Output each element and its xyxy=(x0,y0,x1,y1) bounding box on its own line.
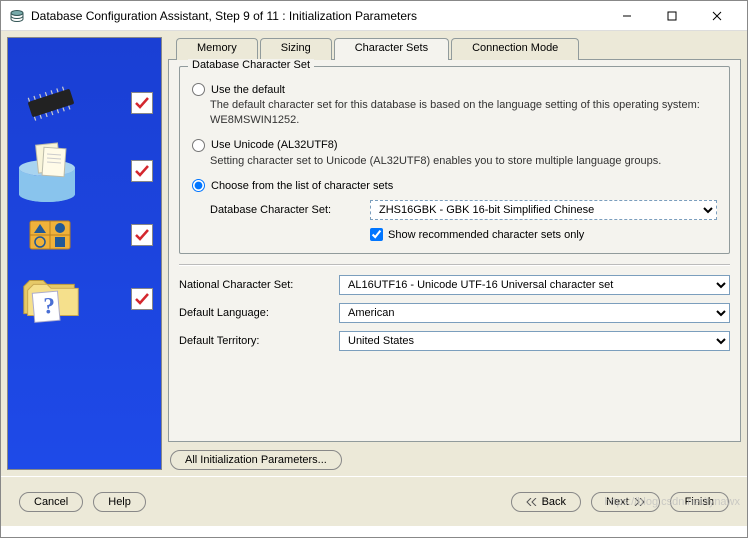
all-init-params-button[interactable]: All Initialization Parameters... xyxy=(170,450,342,470)
fieldset-legend: Database Character Set xyxy=(188,59,314,71)
tab-panel-charsets: Database Character Set Use the default T… xyxy=(168,59,741,442)
db-charset-label: Database Character Set: xyxy=(210,204,360,216)
radio-use-unicode[interactable] xyxy=(192,139,205,152)
default-language-select[interactable]: American xyxy=(339,303,730,323)
app-icon xyxy=(9,8,25,24)
next-label: Next xyxy=(606,496,629,508)
radio-unicode-row[interactable]: Use Unicode (AL32UTF8) xyxy=(192,139,717,152)
shapes-icon xyxy=(16,209,86,261)
titlebar: Database Configuration Assistant, Step 9… xyxy=(1,1,747,31)
radio-use-default[interactable] xyxy=(192,83,205,96)
radio-default-row[interactable]: Use the default xyxy=(192,83,717,96)
maximize-button[interactable] xyxy=(649,1,694,30)
back-label: Back xyxy=(542,496,566,508)
window-title: Database Configuration Assistant, Step 9… xyxy=(31,9,604,23)
tab-connection-mode[interactable]: Connection Mode xyxy=(451,38,579,60)
next-button[interactable]: Next xyxy=(591,492,660,512)
svg-text:?: ? xyxy=(43,294,55,320)
close-button[interactable] xyxy=(694,1,739,30)
sidebar-step-4: ? xyxy=(16,269,153,329)
step-1-check xyxy=(131,92,153,114)
national-charset-select[interactable]: AL16UTF16 - Unicode UTF-16 Universal cha… xyxy=(339,275,730,295)
window-controls xyxy=(604,1,739,30)
help-button[interactable]: Help xyxy=(93,492,146,512)
step-4-check xyxy=(131,288,153,310)
main-panel: Memory Sizing Character Sets Connection … xyxy=(168,37,741,470)
default-territory-label: Default Territory: xyxy=(179,335,329,347)
folder-question-icon: ? xyxy=(16,273,86,325)
cancel-button[interactable]: Cancel xyxy=(19,492,83,512)
tab-sizing[interactable]: Sizing xyxy=(260,38,332,60)
documents-icon xyxy=(16,145,86,197)
minimize-button[interactable] xyxy=(604,1,649,30)
db-charset-select[interactable]: ZHS16GBK - GBK 16-bit Simplified Chinese xyxy=(370,200,717,220)
help-default: The default character set for this datab… xyxy=(210,98,717,129)
chip-icon xyxy=(16,77,86,129)
finish-button[interactable]: Finish xyxy=(670,492,729,512)
radio-choose-list[interactable] xyxy=(192,179,205,192)
back-chevrons-icon xyxy=(526,498,538,506)
radio-default-label: Use the default xyxy=(211,84,285,96)
sidebar-step-1 xyxy=(16,73,153,133)
step-2-check xyxy=(131,160,153,182)
footer-bar: Cancel Help Back Next Finish xyxy=(1,476,747,526)
step-3-check xyxy=(131,224,153,246)
next-chevrons-icon xyxy=(633,498,645,506)
tab-memory[interactable]: Memory xyxy=(176,38,258,60)
radio-unicode-label: Use Unicode (AL32UTF8) xyxy=(211,139,338,151)
radio-choose-label: Choose from the list of character sets xyxy=(211,180,393,192)
content-area: ? Memory Sizing Character Sets Connectio… xyxy=(1,31,747,476)
tab-character-sets[interactable]: Character Sets xyxy=(334,38,449,60)
sidebar-step-3 xyxy=(16,209,153,261)
recommended-only-label: Show recommended character sets only xyxy=(388,229,584,241)
divider xyxy=(179,264,730,265)
db-charset-fieldset: Database Character Set Use the default T… xyxy=(179,66,730,254)
help-unicode: Setting character set to Unicode (AL32UT… xyxy=(210,154,717,169)
back-button[interactable]: Back xyxy=(511,492,581,512)
wizard-sidebar: ? xyxy=(7,37,162,470)
sidebar-step-2 xyxy=(16,141,153,201)
national-charset-label: National Character Set: xyxy=(179,279,329,291)
default-language-label: Default Language: xyxy=(179,307,329,319)
default-territory-select[interactable]: United States xyxy=(339,331,730,351)
recommended-only-checkbox[interactable] xyxy=(370,228,383,241)
radio-choose-row[interactable]: Choose from the list of character sets xyxy=(192,179,717,192)
tab-bar: Memory Sizing Character Sets Connection … xyxy=(176,37,741,59)
